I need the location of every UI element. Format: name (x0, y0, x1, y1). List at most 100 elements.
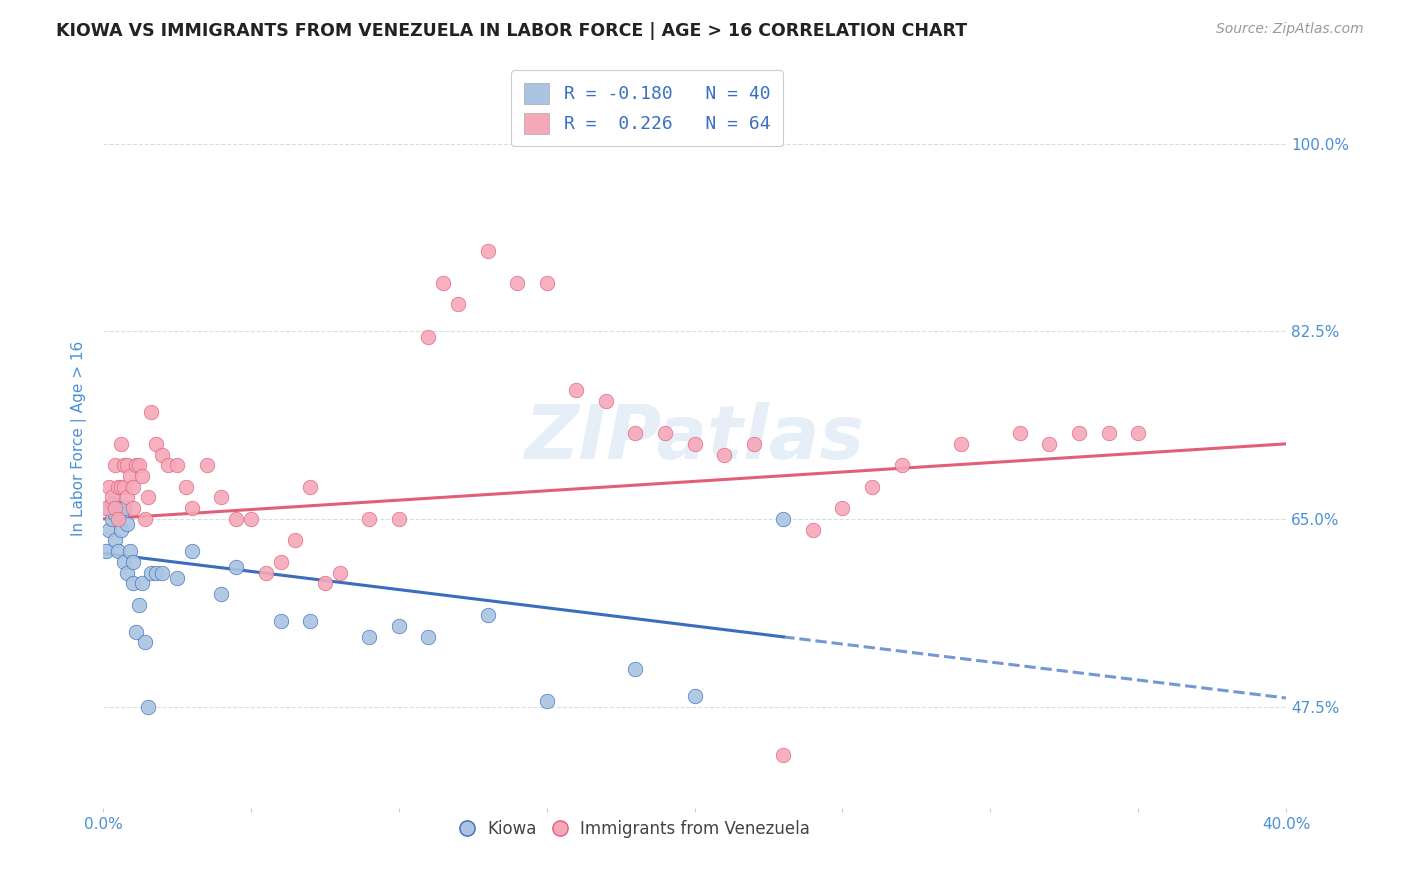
Point (225, 560, 247, 574)
Point (121, 480, 143, 494)
Point (477, 608, 499, 623)
Point (118, 544, 141, 558)
Point (1038, 437, 1060, 451)
Point (128, 458, 150, 473)
Point (1008, 426, 1031, 441)
Point (624, 662, 647, 676)
Point (104, 507, 127, 521)
Point (136, 699, 159, 714)
Point (654, 426, 676, 441)
Y-axis label: In Labor Force | Age > 16: In Labor Force | Age > 16 (72, 341, 87, 536)
Point (150, 566, 173, 580)
Point (115, 491, 138, 505)
Point (270, 555, 292, 569)
Point (107, 544, 129, 558)
Point (101, 496, 124, 510)
Point (166, 458, 188, 473)
Point (112, 480, 135, 494)
Text: ZIPatlas: ZIPatlas (524, 402, 865, 475)
Point (314, 576, 336, 591)
Point (180, 501, 202, 516)
Point (624, 426, 647, 441)
Point (104, 501, 127, 516)
Point (536, 694, 558, 708)
Point (118, 469, 141, 483)
Text: KIOWA VS IMMIGRANTS FROM VENEZUELA IN LABOR FORCE | AGE > 16 CORRELATION CHART: KIOWA VS IMMIGRANTS FROM VENEZUELA IN LA… (56, 22, 967, 40)
Point (112, 458, 135, 473)
Point (128, 598, 150, 612)
Point (110, 523, 132, 537)
Point (145, 437, 167, 451)
Point (145, 566, 167, 580)
Point (150, 448, 173, 462)
Point (801, 523, 824, 537)
Point (772, 512, 794, 526)
Point (107, 480, 129, 494)
Point (112, 501, 135, 516)
Point (115, 517, 138, 532)
Point (125, 458, 148, 473)
Point (359, 630, 381, 644)
Point (432, 276, 454, 290)
Point (329, 566, 352, 580)
Point (595, 393, 617, 408)
Point (110, 507, 132, 521)
Point (270, 614, 292, 628)
Point (98, 480, 121, 494)
Point (447, 297, 470, 311)
Point (101, 512, 124, 526)
Text: Source: ZipAtlas.com: Source: ZipAtlas.com (1216, 22, 1364, 37)
Point (104, 458, 127, 473)
Point (115, 458, 138, 473)
Point (211, 587, 233, 601)
Point (860, 480, 883, 494)
Point (107, 512, 129, 526)
Point (565, 383, 588, 397)
Point (831, 501, 853, 516)
Point (110, 480, 132, 494)
Point (418, 630, 440, 644)
Point (121, 555, 143, 569)
Point (110, 437, 132, 451)
Point (359, 512, 381, 526)
Point (134, 635, 156, 649)
Point (115, 566, 138, 580)
Point (284, 533, 307, 548)
Point (388, 512, 411, 526)
Point (506, 276, 529, 290)
Point (683, 689, 706, 703)
Point (254, 566, 277, 580)
Point (180, 544, 202, 558)
Point (211, 491, 233, 505)
Point (299, 614, 322, 628)
Point (104, 533, 127, 548)
Point (174, 480, 197, 494)
Point (139, 405, 162, 419)
Point (96, 501, 118, 516)
Point (1067, 426, 1090, 441)
Point (772, 747, 794, 762)
Point (536, 276, 558, 290)
Point (713, 448, 735, 462)
Legend: Kiowa, Immigrants from Venezuela: Kiowa, Immigrants from Venezuela (454, 814, 817, 845)
Point (136, 491, 159, 505)
Point (299, 480, 322, 494)
Point (125, 624, 148, 639)
Point (101, 491, 124, 505)
Point (418, 329, 440, 343)
Point (890, 458, 912, 473)
Point (112, 555, 135, 569)
Point (742, 437, 765, 451)
Point (131, 469, 153, 483)
Point (949, 437, 972, 451)
Point (1097, 426, 1119, 441)
Point (98, 523, 121, 537)
Point (134, 512, 156, 526)
Point (121, 576, 143, 591)
Point (683, 437, 706, 451)
Point (166, 571, 188, 585)
Point (98, 501, 121, 516)
Point (139, 566, 162, 580)
Point (131, 576, 153, 591)
Point (121, 501, 143, 516)
